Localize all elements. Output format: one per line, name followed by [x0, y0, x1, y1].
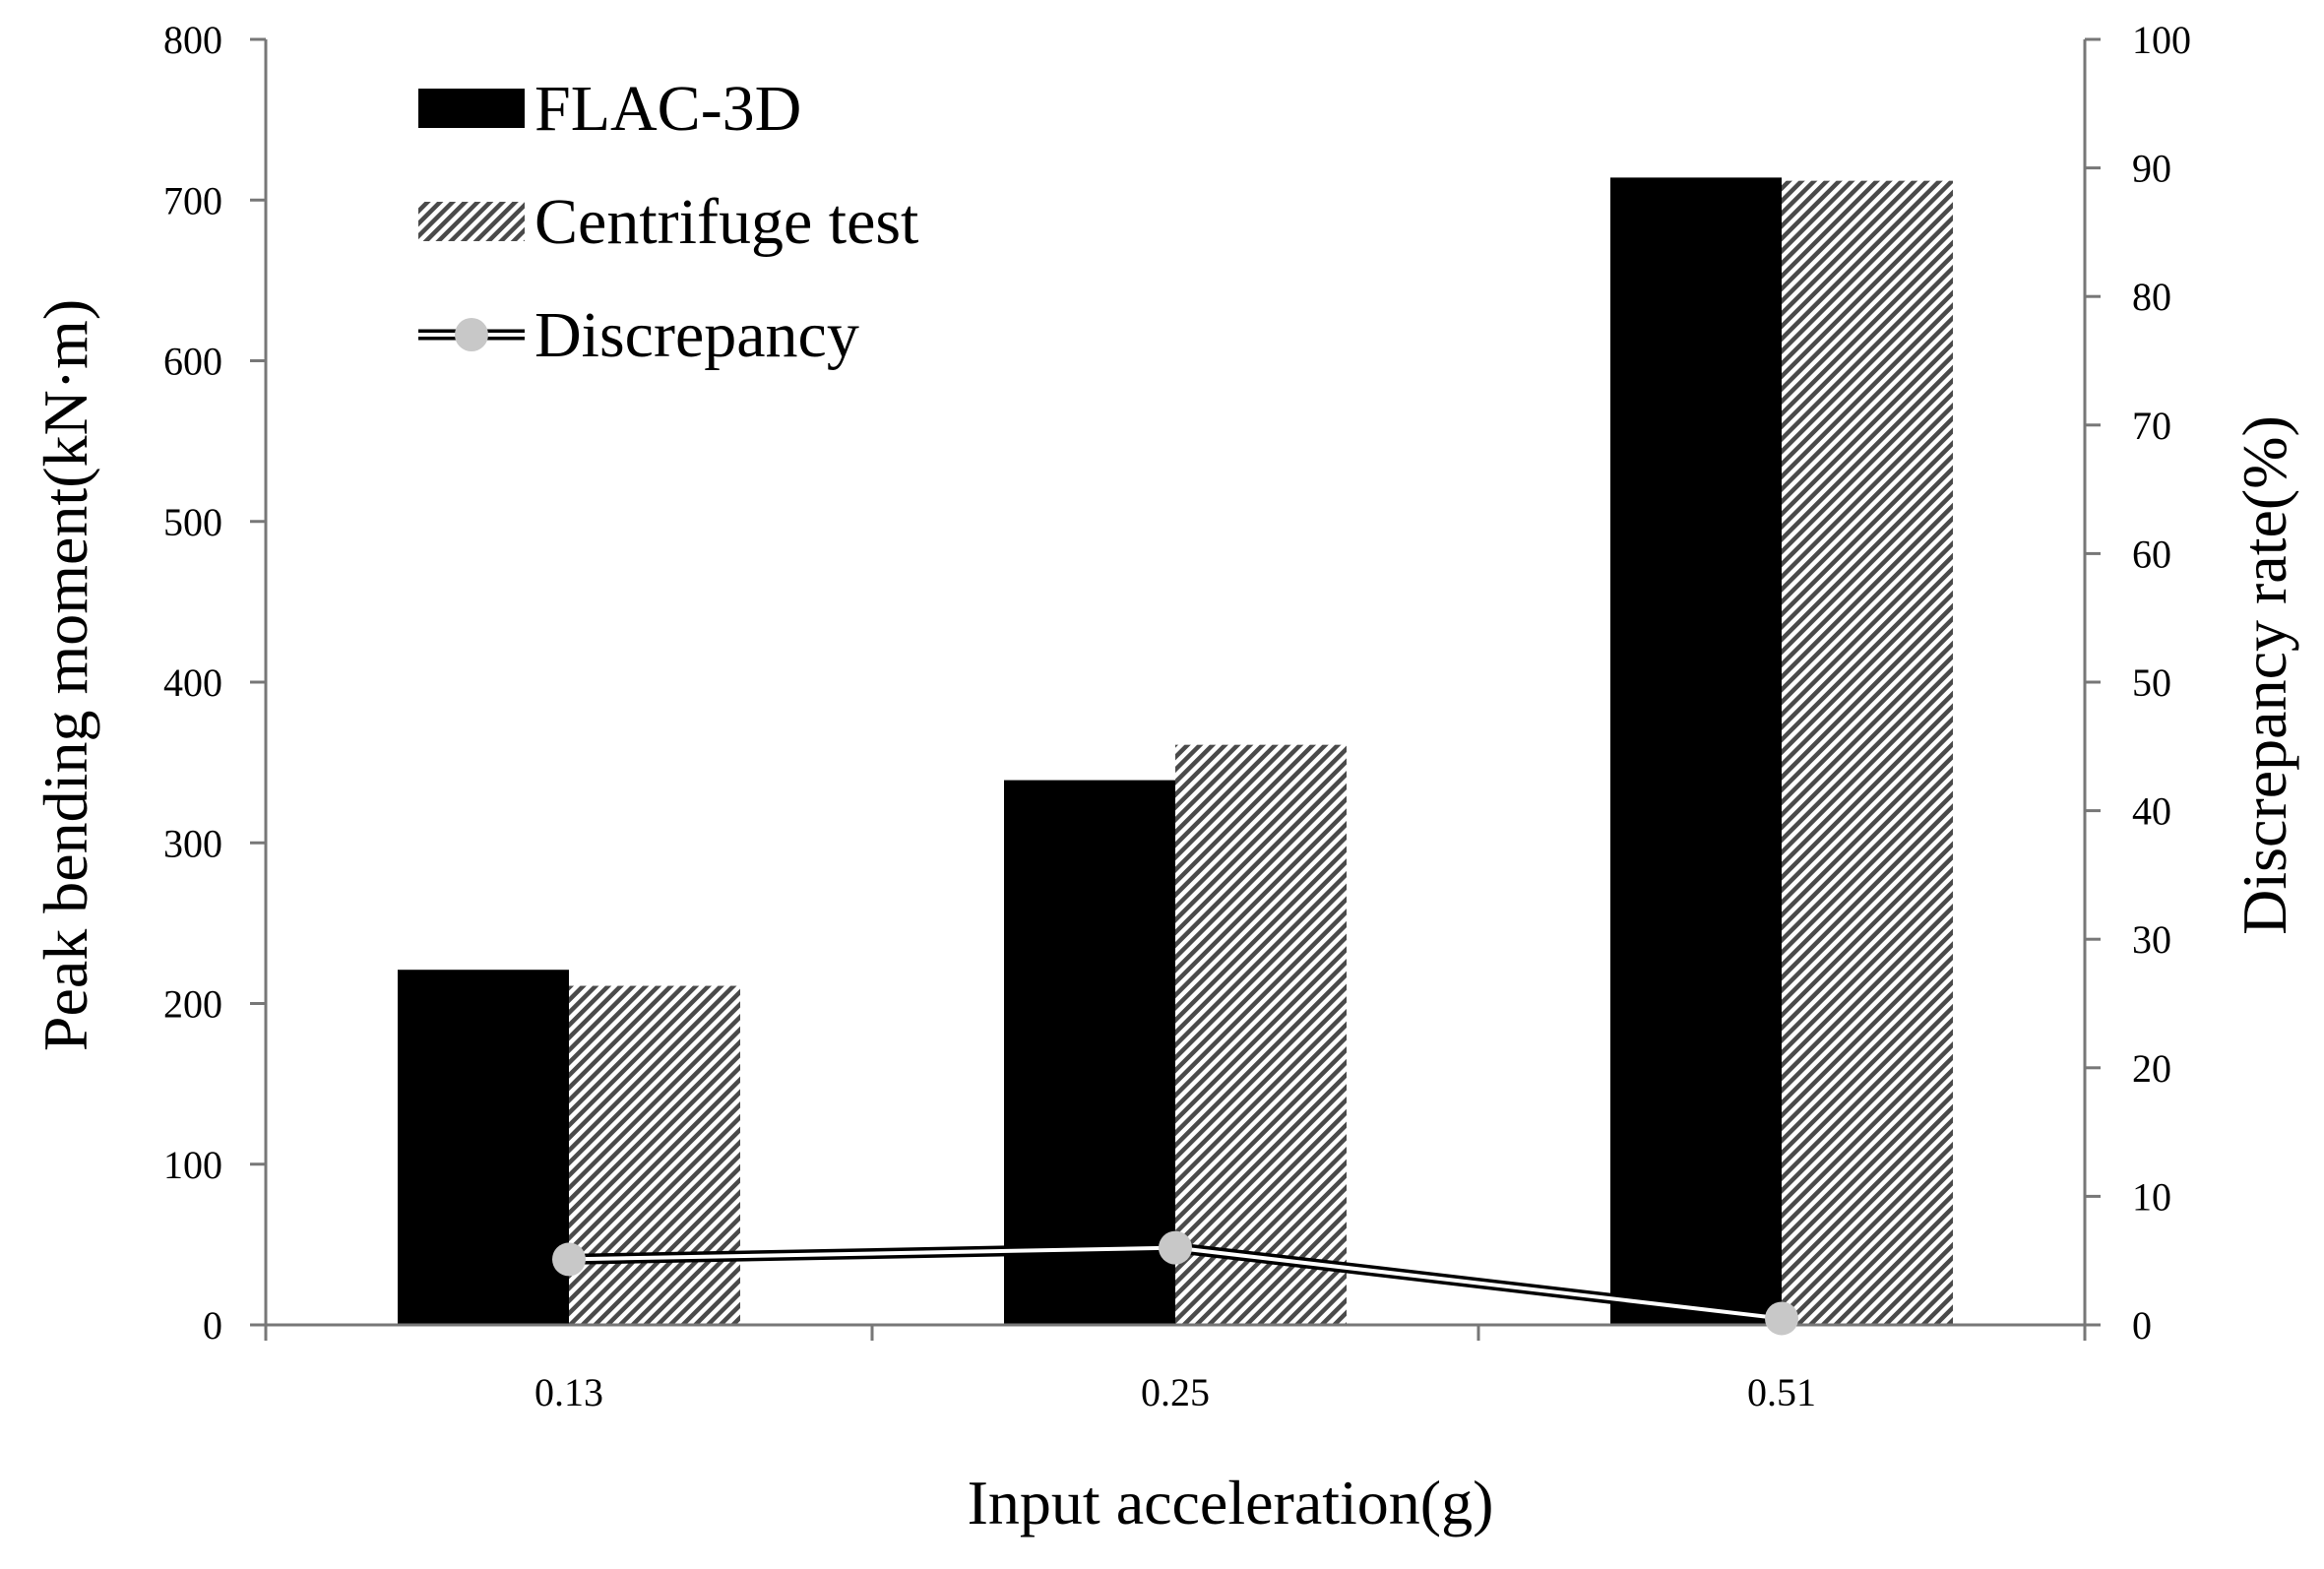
legend: FLAC-3D Centrifuge test Discrepancy [418, 73, 918, 371]
y-tick-label: 100 [163, 1143, 222, 1187]
y2-tick-label: 10 [2132, 1174, 2171, 1219]
legend-label: FLAC-3D [534, 73, 801, 145]
bar-flac-3d [1610, 177, 1782, 1325]
y2-tick-label: 80 [2132, 275, 2171, 319]
y-axis-title: Peak bending moment(kN·m) [31, 299, 100, 1051]
y2-tick-label: 70 [2132, 404, 2171, 448]
legend-swatch-centrifuge-test [418, 202, 525, 241]
x-tick-label: 0.51 [1747, 1370, 1816, 1414]
y2-tick-label: 50 [2132, 660, 2171, 705]
y2-tick-label: 0 [2132, 1303, 2152, 1348]
y-tick-label: 200 [163, 982, 222, 1027]
discrepancy-point [1159, 1230, 1192, 1265]
y-tick-label: 700 [163, 178, 222, 222]
legend-swatch-marker [455, 318, 488, 351]
x-axis-title: Input acceleration(g) [968, 1468, 1494, 1538]
discrepancy-point [552, 1242, 586, 1277]
bar-centrifuge-test [569, 985, 740, 1325]
y-tick-label: 600 [163, 340, 222, 384]
x-tick-label: 0.13 [534, 1370, 603, 1414]
y2-tick-label: 30 [2132, 917, 2171, 962]
bar-centrifuge-test [1175, 744, 1347, 1325]
y2-tick-label: 100 [2132, 18, 2191, 62]
discrepancy-point [1765, 1301, 1798, 1336]
bar-centrifuge-test [1782, 180, 1953, 1325]
y-tick-label: 800 [163, 18, 222, 62]
bar-flac-3d [1004, 780, 1175, 1325]
y2-tick-label: 40 [2132, 789, 2171, 834]
plot-area: 0 100 200 300 400 500 600 700 800 0 10 20 30 40 50 60 70… [163, 18, 2191, 1414]
y2-axis-title: Discrepancy rate(%) [2230, 415, 2299, 935]
legend-label: Discrepancy [534, 299, 859, 371]
legend-swatch-flac-3d [418, 89, 525, 128]
bar-flac-3d [398, 970, 569, 1325]
y-tick-label: 400 [163, 660, 222, 705]
y-tick-label: 0 [203, 1303, 222, 1348]
x-tick-label: 0.25 [1141, 1370, 1210, 1414]
y2-tick-label: 20 [2132, 1046, 2171, 1091]
legend-label: Centrifuge test [534, 186, 918, 258]
y-tick-label: 500 [163, 500, 222, 544]
y2-tick-label: 90 [2132, 147, 2171, 191]
y-tick-label: 300 [163, 821, 222, 865]
y2-tick-label: 60 [2132, 532, 2171, 576]
